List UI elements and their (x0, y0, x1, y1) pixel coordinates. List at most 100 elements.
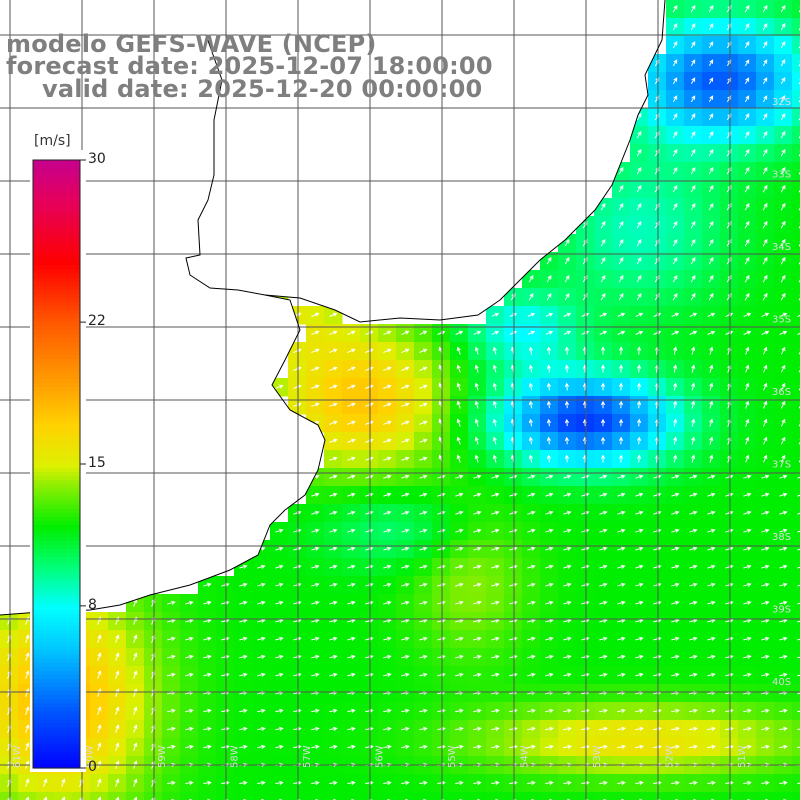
wind-vector-arrow (744, 113, 750, 121)
wind-vector-arrow (779, 510, 788, 515)
wind-vector-arrow (761, 330, 770, 335)
wind-vector-arrow (725, 708, 734, 713)
wind-vector-arrow (600, 274, 606, 283)
wind-vector-arrow (725, 780, 734, 785)
wind-speed-cell (792, 288, 800, 307)
wind-vector-arrow (744, 148, 750, 157)
colorbar-segment (33, 338, 80, 343)
wind-vector-arrow (725, 726, 734, 731)
wind-vector-arrow (780, 454, 786, 463)
wind-vector-arrow (761, 708, 770, 713)
wind-speed-cell (792, 792, 800, 800)
wind-speed-cell (72, 792, 91, 800)
wind-vector-arrow (744, 23, 750, 31)
wind-vector-arrow (672, 274, 678, 283)
wind-vector-arrow (185, 618, 194, 623)
colorbar-segment (33, 488, 80, 493)
wind-vector-arrow (762, 77, 768, 85)
wind-vector-arrow (311, 384, 320, 389)
wind-vector-arrow (762, 113, 768, 121)
wind-vector-arrow (563, 672, 572, 677)
wind-vector-arrow (311, 744, 320, 749)
colorbar-segment (33, 561, 80, 566)
wind-vector-arrow (473, 546, 482, 551)
wind-vector-arrow (115, 670, 120, 679)
wind-vector-arrow (347, 384, 356, 389)
colorbar-segment (33, 403, 80, 408)
wind-speed-cell (90, 792, 109, 800)
colorbar-segment (33, 168, 80, 173)
wind-vector-arrow (474, 400, 479, 409)
wind-vector-arrow (257, 672, 266, 677)
wind-vector-arrow (779, 744, 788, 749)
colorbar-segment (33, 524, 80, 530)
wind-vector-arrow (708, 77, 714, 85)
colorbar-segment (33, 634, 80, 639)
wind-vector-arrow (383, 384, 392, 389)
wind-vector-arrow (545, 654, 554, 659)
wind-vector-arrow (527, 600, 536, 605)
wind-vector-arrow (545, 672, 554, 677)
wind-vector-arrow (797, 548, 800, 551)
wind-vector-arrow (167, 600, 176, 605)
wind-vector-arrow (618, 382, 624, 391)
wind-vector-arrow (744, 59, 750, 67)
wind-vector-arrow (797, 332, 800, 335)
wind-vector-arrow (708, 238, 714, 247)
wind-vector-arrow (133, 634, 138, 643)
wind-vector-arrow (691, 346, 696, 355)
wind-vector-arrow (383, 708, 392, 713)
colorbar-segment (33, 605, 80, 611)
wind-vector-arrow (545, 744, 554, 749)
wind-vector-arrow (329, 528, 338, 533)
wind-vector-arrow (653, 726, 662, 731)
colorbar-segment (33, 682, 80, 688)
wind-vector-arrow (744, 95, 750, 103)
wind-vector-arrow (762, 256, 768, 265)
wind-vector-arrow (780, 148, 786, 157)
wind-vector-arrow (491, 726, 500, 731)
wind-vector-arrow (745, 382, 750, 391)
wind-speed-cell (792, 216, 800, 235)
wind-vector-arrow (133, 742, 138, 751)
wind-vector-arrow (617, 492, 626, 497)
wind-vector-arrow (618, 364, 624, 373)
wind-vector-arrow (383, 366, 392, 371)
wind-vector-arrow (239, 744, 248, 749)
wind-vector-arrow (527, 744, 536, 749)
wind-vector-arrow (600, 202, 606, 211)
wind-vector-arrow (797, 584, 800, 587)
colorbar-segment (33, 395, 80, 400)
wind-vector-arrow (563, 708, 572, 713)
wind-vector-arrow (221, 780, 230, 785)
wind-vector-arrow (708, 256, 714, 265)
colorbar-segment (33, 318, 80, 323)
wind-vector-arrow (599, 726, 608, 731)
colorbar-segment (33, 350, 80, 356)
wind-vector-arrow (401, 366, 410, 371)
wind-vector-arrow (383, 492, 392, 497)
wind-vector-arrow (780, 418, 786, 427)
wind-vector-arrow (167, 618, 176, 623)
wind-vector-arrow (456, 364, 461, 373)
wind-vector-arrow (564, 364, 570, 373)
wind-vector-arrow (690, 166, 696, 175)
wind-vector-arrow (563, 474, 572, 479)
wind-speed-cell (144, 792, 163, 800)
wind-vector-arrow (689, 654, 698, 659)
wind-vector-arrow (239, 780, 248, 785)
wind-speed-cell (792, 180, 800, 199)
wind-vector-arrow (780, 400, 786, 409)
colorbar-segment (33, 435, 80, 441)
wind-vector-arrow (563, 546, 572, 551)
wind-vector-arrow (581, 708, 590, 713)
wind-vector-arrow (115, 778, 120, 787)
colorbar-segment (33, 176, 80, 181)
wind-vector-arrow (618, 436, 624, 445)
wind-vector-arrow (780, 41, 786, 49)
wind-vector-arrow (617, 618, 626, 623)
colorbar-segment (33, 646, 80, 652)
latitude-label: 36S (772, 387, 791, 398)
wind-vector-arrow (419, 564, 428, 569)
wind-vector-arrow (762, 274, 768, 283)
